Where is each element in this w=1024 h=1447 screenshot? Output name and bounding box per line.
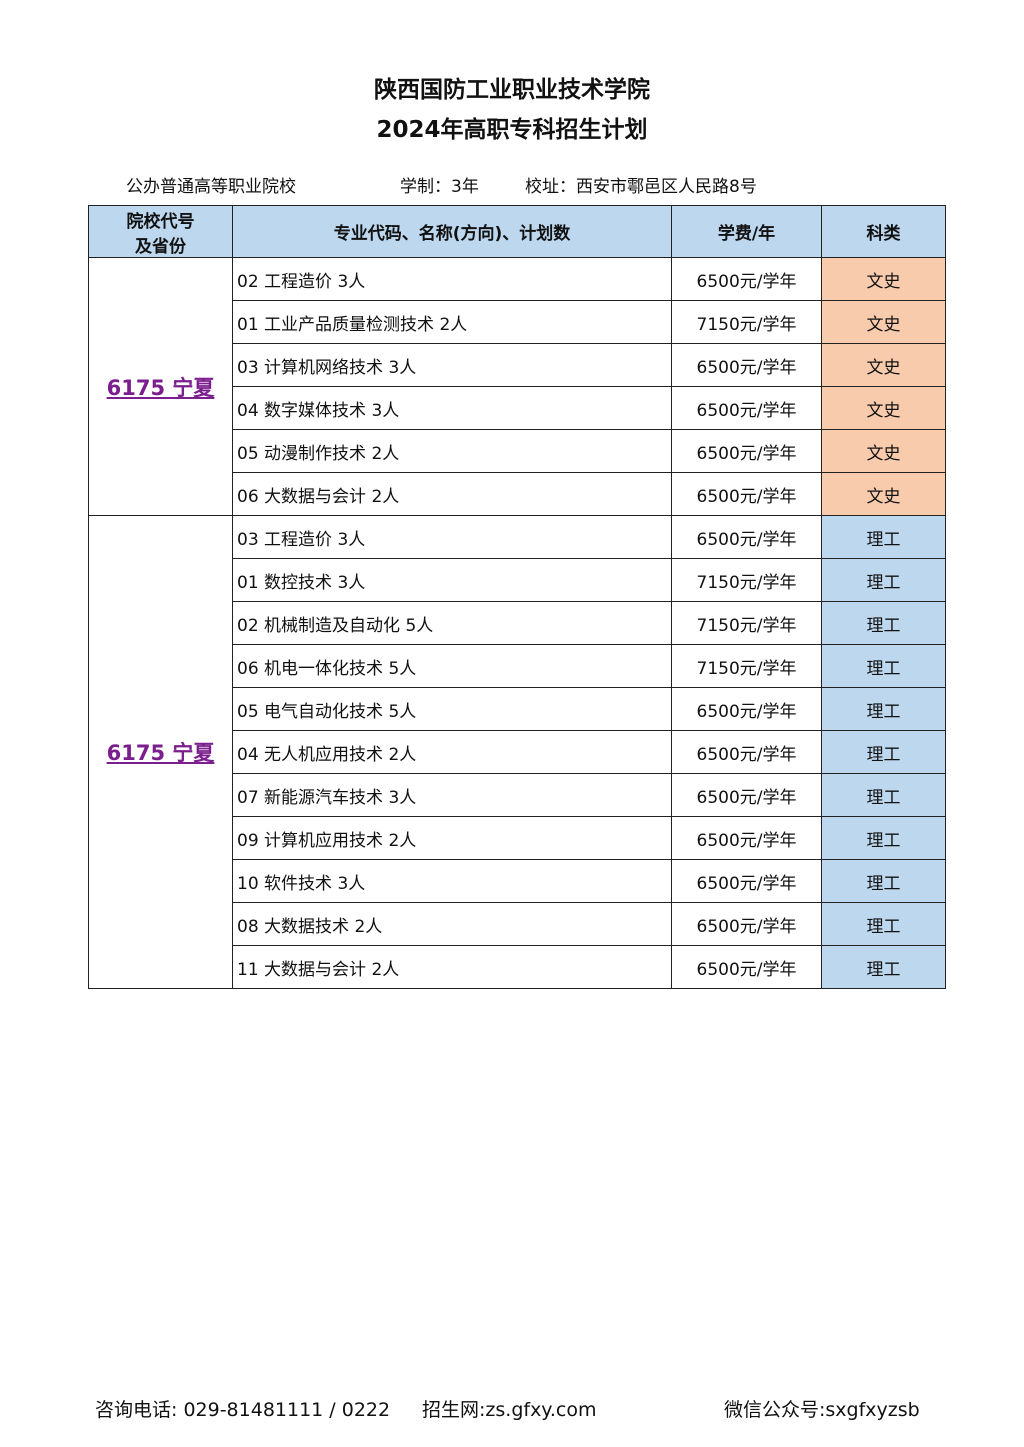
school-code-cell: 6175 宁夏 bbox=[88, 257, 233, 516]
major-cell: 03 计算机网络技术 3人 bbox=[232, 343, 672, 387]
fee-cell: 6500元/学年 bbox=[671, 386, 822, 430]
category-cell: 理工 bbox=[821, 945, 946, 989]
fee-cell: 7150元/学年 bbox=[671, 558, 822, 602]
category-cell: 理工 bbox=[821, 644, 946, 688]
major-cell: 08 大数据技术 2人 bbox=[232, 902, 672, 946]
major-cell: 09 计算机应用技术 2人 bbox=[232, 816, 672, 860]
fee-cell: 7150元/学年 bbox=[671, 601, 822, 645]
category-cell: 理工 bbox=[821, 859, 946, 903]
fee-cell: 6500元/学年 bbox=[671, 859, 822, 903]
category-cell: 文史 bbox=[821, 472, 946, 516]
major-cell: 06 大数据与会计 2人 bbox=[232, 472, 672, 516]
major-cell: 11 大数据与会计 2人 bbox=[232, 945, 672, 989]
table-row: 04 数字媒体技术 3人 6500元/学年 文史 bbox=[89, 386, 946, 430]
major-cell: 01 工业产品质量检测技术 2人 bbox=[232, 300, 672, 344]
fee-cell: 6500元/学年 bbox=[671, 902, 822, 946]
fee-cell: 6500元/学年 bbox=[671, 945, 822, 989]
enrollment-table: 院校代号 及省份 专业代码、名称(方向)、计划数 学费/年 科类 6175 宁夏 0… bbox=[88, 205, 946, 989]
table-row: 05 动漫制作技术 2人 6500元/学年 文史 bbox=[89, 429, 946, 473]
table-row: 11 大数据与会计 2人 6500元/学年 理工 bbox=[89, 945, 946, 989]
category-cell: 文史 bbox=[821, 343, 946, 387]
major-cell: 02 工程造价 3人 bbox=[232, 257, 672, 301]
fee-cell: 6500元/学年 bbox=[671, 343, 822, 387]
footer-website[interactable]: 招生网:zs.gfxy.com bbox=[422, 1399, 597, 1421]
category-cell: 理工 bbox=[821, 515, 946, 559]
header-code: 院校代号 及省份 bbox=[88, 205, 233, 258]
header-code-line1: 院校代号 bbox=[126, 211, 195, 232]
category-cell: 文史 bbox=[821, 300, 946, 344]
major-cell: 06 机电一体化技术 5人 bbox=[232, 644, 672, 688]
fee-cell: 6500元/学年 bbox=[671, 816, 822, 860]
category-cell: 理工 bbox=[821, 773, 946, 817]
title-school: 陕西国防工业职业技术学院 bbox=[374, 77, 650, 103]
table-row: 02 机械制造及自动化 5人 7150元/学年 理工 bbox=[89, 601, 946, 645]
major-cell: 02 机械制造及自动化 5人 bbox=[232, 601, 672, 645]
category-cell: 理工 bbox=[821, 601, 946, 645]
header-code-line2: 及省份 bbox=[135, 236, 186, 257]
address: 校址：西安市鄠邑区人民路8号 bbox=[525, 177, 757, 197]
table-row: 06 大数据与会计 2人 6500元/学年 文史 bbox=[89, 472, 946, 516]
major-cell: 03 工程造价 3人 bbox=[232, 515, 672, 559]
category-cell: 文史 bbox=[821, 386, 946, 430]
major-cell: 04 数字媒体技术 3人 bbox=[232, 386, 672, 430]
school-type: 公办普通高等职业院校 bbox=[126, 177, 296, 197]
header-category: 科类 bbox=[821, 205, 946, 258]
fee-cell: 7150元/学年 bbox=[671, 644, 822, 688]
fee-cell: 6500元/学年 bbox=[671, 472, 822, 516]
header-major: 专业代码、名称(方向)、计划数 bbox=[232, 205, 672, 258]
category-cell: 文史 bbox=[821, 257, 946, 301]
table-row: 6175 宁夏 02 工程造价 3人 6500元/学年 文史 bbox=[88, 257, 946, 516]
table-row: 05 电气自动化技术 5人 6500元/学年 理工 bbox=[89, 687, 946, 731]
table-row: 10 软件技术 3人 6500元/学年 理工 bbox=[89, 859, 946, 903]
major-cell: 01 数控技术 3人 bbox=[232, 558, 672, 602]
table-row: 03 计算机网络技术 3人 6500元/学年 文史 bbox=[89, 343, 946, 387]
major-cell: 05 电气自动化技术 5人 bbox=[232, 687, 672, 731]
footer-wechat: 微信公众号:sxgfxyzsb bbox=[724, 1399, 920, 1421]
fee-cell: 7150元/学年 bbox=[671, 300, 822, 344]
major-cell: 05 动漫制作技术 2人 bbox=[232, 429, 672, 473]
table-row: 09 计算机应用技术 2人 6500元/学年 理工 bbox=[89, 816, 946, 860]
table-header: 院校代号及省份 专业代码、名称(方向)、计划数 学费/年 科类 bbox=[88, 205, 946, 258]
table-row: 01 工业产品质量检测技术 2人 7150元/学年 文史 bbox=[89, 300, 946, 344]
fee-cell: 6500元/学年 bbox=[671, 773, 822, 817]
school-code-link[interactable]: 6175 宁夏 bbox=[106, 375, 215, 400]
title-plan: 2024年高职专科招生计划 bbox=[376, 117, 648, 143]
fee-cell: 6500元/学年 bbox=[671, 687, 822, 731]
category-cell: 文史 bbox=[821, 429, 946, 473]
duration: 学制：3年 bbox=[400, 177, 479, 197]
footer-phone: 咨询电话: 029-81481111 / 0222 bbox=[95, 1399, 391, 1421]
table-row: 6175 宁夏 03 工程造价 3人 6500元/学年 理工 bbox=[88, 515, 946, 989]
fee-cell: 6500元/学年 bbox=[671, 257, 822, 301]
table-row: 07 新能源汽车技术 3人 6500元/学年 理工 bbox=[89, 773, 946, 817]
major-cell: 07 新能源汽车技术 3人 bbox=[232, 773, 672, 817]
table-row: 01 数控技术 3人 7150元/学年 理工 bbox=[89, 558, 946, 602]
fee-cell: 6500元/学年 bbox=[671, 515, 822, 559]
category-cell: 理工 bbox=[821, 816, 946, 860]
category-cell: 理工 bbox=[821, 687, 946, 731]
major-cell: 10 软件技术 3人 bbox=[232, 859, 672, 903]
school-code-link[interactable]: 6175 宁夏 bbox=[106, 741, 215, 765]
category-cell: 理工 bbox=[821, 902, 946, 946]
school-code-cell: 6175 宁夏 bbox=[88, 515, 233, 989]
fee-cell: 6500元/学年 bbox=[671, 429, 822, 473]
category-cell: 理工 bbox=[821, 730, 946, 774]
header-fee: 学费/年 bbox=[671, 205, 822, 258]
major-cell: 04 无人机应用技术 2人 bbox=[232, 730, 672, 774]
fee-cell: 6500元/学年 bbox=[671, 730, 822, 774]
category-cell: 理工 bbox=[821, 558, 946, 602]
